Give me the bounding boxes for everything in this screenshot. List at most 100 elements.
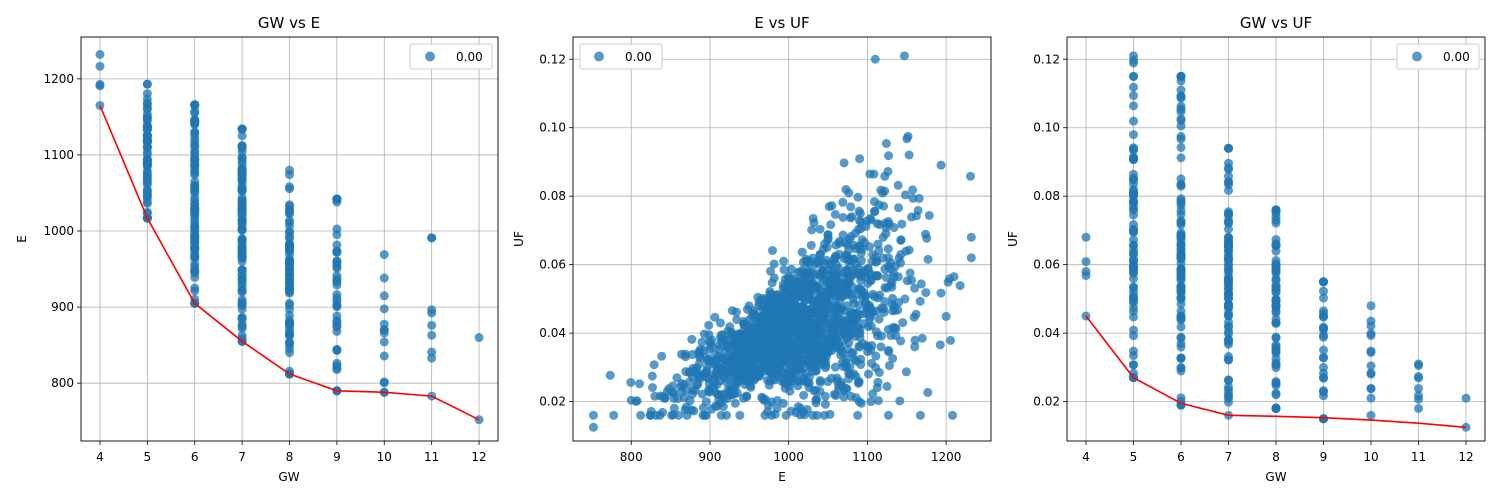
legend: 0.00 [1396, 43, 1480, 70]
data-point [864, 369, 874, 379]
data-point [759, 312, 769, 322]
data-point [190, 249, 200, 259]
data-point [844, 188, 854, 198]
data-point [1414, 403, 1423, 413]
data-point [871, 327, 881, 337]
data-point [427, 353, 437, 363]
data-point [769, 273, 779, 283]
data-point [803, 347, 813, 357]
chart-panel-e-vs-uf: E vs UF 800 900 1000 1100 1200 0.02 0.04 0.06 0.… [512, 14, 992, 484]
data-point [856, 256, 866, 266]
y-tick-label: 800 [51, 376, 74, 390]
data-point [811, 349, 821, 359]
data-point [285, 259, 294, 269]
legend-label: 0.00 [456, 50, 483, 64]
data-point [791, 294, 801, 304]
data-point [917, 333, 927, 343]
data-point [237, 275, 247, 285]
x-tick-label: 10 [1363, 450, 1378, 464]
data-point [657, 351, 667, 361]
x-tick-label: 8 [286, 450, 294, 464]
data-point [896, 235, 906, 245]
data-point [836, 345, 846, 355]
data-point [884, 151, 894, 161]
data-point [1176, 272, 1186, 282]
data-point [1271, 348, 1281, 358]
data-point [1129, 116, 1138, 126]
data-point [142, 160, 152, 170]
data-point [1271, 358, 1281, 368]
data-point [847, 212, 857, 222]
data-point [1224, 355, 1233, 365]
data-point [95, 61, 105, 71]
data-point [807, 225, 817, 235]
data-point [704, 320, 714, 330]
x-axis-label: GW [1265, 470, 1286, 484]
data-point [769, 259, 779, 269]
data-point [712, 361, 722, 371]
data-point [703, 373, 713, 383]
data-point [1319, 414, 1328, 424]
data-point [605, 370, 615, 380]
data-point [798, 257, 808, 267]
data-point [966, 232, 976, 242]
data-point [1271, 403, 1281, 413]
data-point [882, 283, 892, 293]
data-point [647, 383, 657, 393]
data-point [818, 294, 828, 304]
data-point [237, 330, 247, 340]
data-point [860, 238, 870, 248]
data-point [1224, 276, 1233, 286]
data-point [867, 358, 877, 368]
data-point [799, 363, 809, 373]
data-point [379, 250, 389, 260]
data-point [808, 410, 818, 420]
data-point [850, 228, 860, 238]
data-point [780, 379, 790, 389]
data-point [823, 234, 833, 244]
legend-marker [1412, 51, 1422, 62]
data-point [908, 193, 918, 203]
data-point [831, 285, 841, 295]
data-point [668, 381, 678, 391]
legend-label: 0.00 [625, 50, 652, 64]
y-tick-label: 0.12 [539, 52, 566, 66]
data-point [701, 352, 711, 362]
data-point [837, 318, 847, 328]
data-point [825, 341, 835, 351]
data-point [768, 319, 778, 329]
data-point [905, 268, 915, 278]
data-point [1271, 390, 1281, 400]
data-point [1271, 288, 1281, 298]
data-point [785, 347, 795, 357]
data-point [839, 158, 849, 168]
data-point [884, 347, 894, 357]
data-point [797, 247, 807, 257]
data-point [1081, 232, 1091, 242]
chart-panel-gw-vs-e: GW vs E 4 5 6 7 8 9 10 11 12 800 900 1000 1100 1200 G… [15, 14, 499, 484]
data-point [966, 253, 976, 263]
data-point [1129, 240, 1138, 250]
data-point [237, 240, 247, 250]
data-point [922, 233, 932, 243]
data-point [1271, 256, 1281, 266]
data-point [911, 309, 921, 319]
data-point [237, 142, 247, 152]
data-point [1176, 366, 1186, 376]
data-point [1319, 286, 1328, 296]
data-point [861, 221, 871, 231]
data-point [190, 127, 200, 137]
x-tick-label: 6 [1177, 450, 1185, 464]
data-point [724, 350, 734, 360]
data-point [799, 390, 809, 400]
data-points [1081, 51, 1471, 432]
y-tick-label: 900 [51, 300, 74, 314]
data-point [190, 100, 200, 110]
data-point [1366, 393, 1376, 403]
data-point [743, 345, 753, 355]
data-point [710, 312, 720, 322]
data-point [784, 368, 794, 378]
data-point [902, 134, 912, 144]
data-point [237, 124, 247, 134]
data-point [190, 223, 200, 233]
